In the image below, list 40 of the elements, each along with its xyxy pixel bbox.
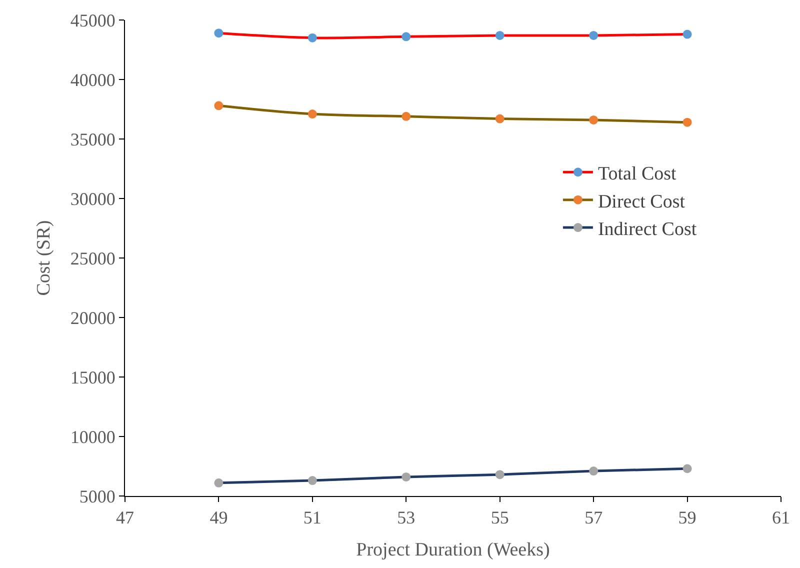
point — [589, 115, 598, 124]
point — [682, 118, 692, 127]
point — [402, 472, 411, 482]
x-tick-label: 57 — [584, 508, 603, 528]
y-tick-label: 45000 — [70, 10, 116, 30]
y-tick-label: 20000 — [70, 308, 116, 328]
y-tick-label: 15000 — [70, 367, 116, 388]
x-tick-label: 49 — [210, 508, 228, 528]
x-tick-label: 51 — [303, 508, 322, 528]
legend-label: Total Cost — [598, 164, 678, 185]
y-tick-label: 40000 — [70, 70, 116, 90]
x-tick-label: 53 — [397, 508, 416, 528]
point — [495, 114, 504, 124]
x-axis-title: Project Duration (Weeks) — [356, 539, 550, 560]
legend-label: Direct Cost — [598, 191, 686, 212]
y-tick-label: 5000 — [79, 486, 116, 506]
y-tick-label: 35000 — [70, 129, 116, 150]
legend-label: Indirect Cost — [598, 218, 698, 240]
y-tick-label: 10000 — [70, 426, 116, 447]
point — [495, 470, 504, 480]
point — [214, 478, 224, 488]
x-tick-label: 47 — [116, 508, 134, 528]
y-tick-label: 25000 — [70, 248, 116, 268]
point — [402, 112, 411, 121]
point — [589, 466, 598, 476]
x-tick-label: 59 — [678, 508, 696, 528]
point — [308, 33, 317, 42]
point — [214, 101, 224, 110]
x-tick-label: 61 — [772, 508, 790, 528]
point — [308, 476, 317, 486]
point — [308, 110, 317, 119]
x-tick-label: 55 — [490, 508, 509, 528]
point — [214, 28, 224, 38]
point — [495, 30, 504, 40]
point — [682, 464, 692, 474]
point — [589, 30, 598, 40]
y-axis-title: Cost (SR) — [33, 220, 54, 296]
y-tick-label: 30000 — [70, 188, 116, 209]
point — [682, 30, 692, 39]
point — [402, 32, 411, 42]
